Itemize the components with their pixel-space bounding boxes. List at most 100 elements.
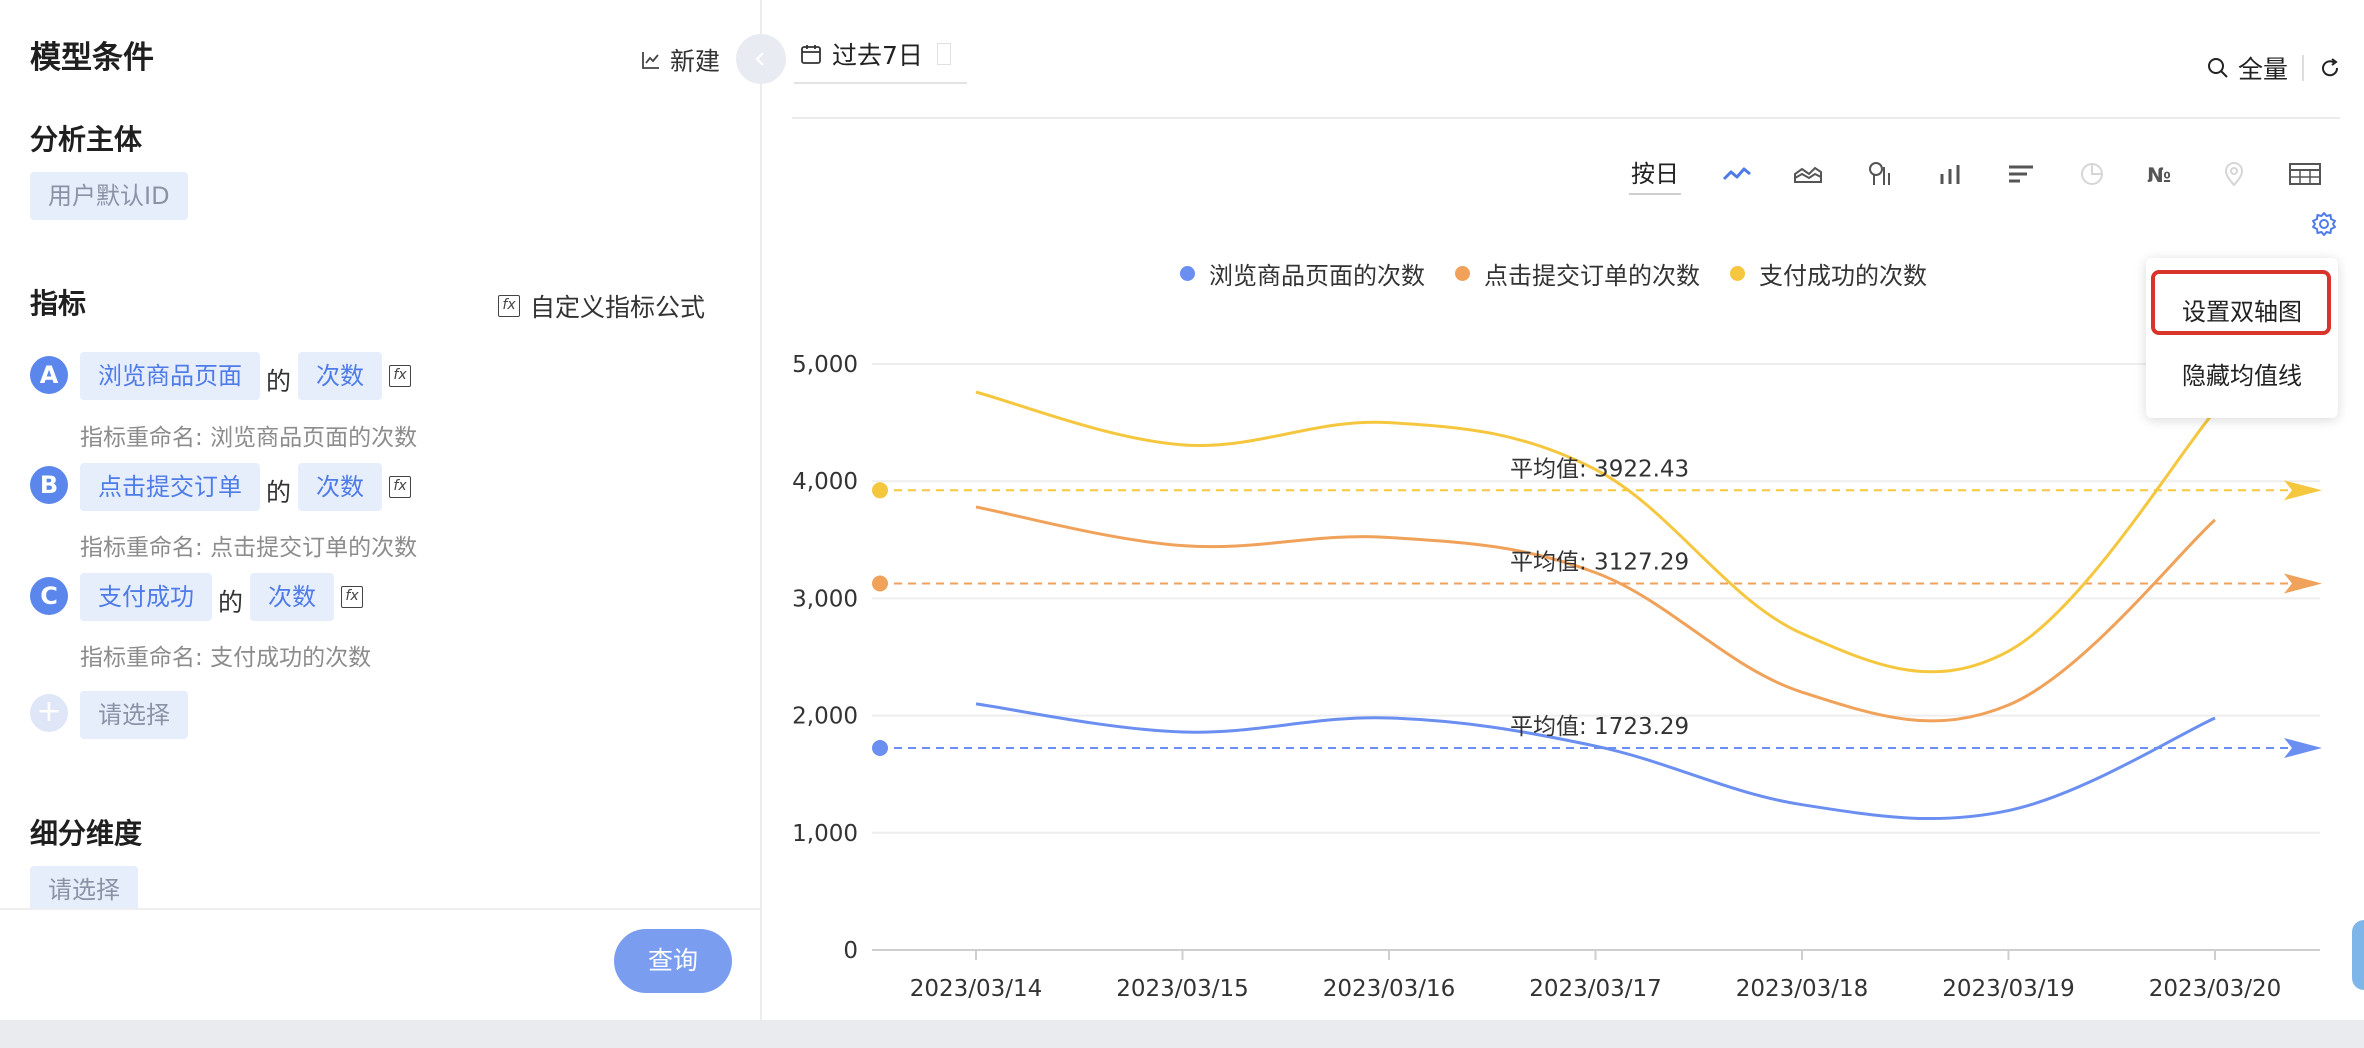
rename-label: 指标重命名: [80,645,203,671]
x-tick-label: 2023/03/17 [1529,976,1662,1002]
metric-connector: 的 [218,588,244,617]
subject-chip[interactable]: 用户默认ID [30,172,188,220]
average-start-dot [872,740,888,757]
new-button-label: 新建 [670,47,721,76]
line-chart: 0 1,000 2,000 3,000 4,000 5,000 2023/03/14 2023… [792,352,2322,1002]
panel-title: 模型条件 [30,40,154,76]
svg-text:№: № [2147,163,2171,186]
metric-measure-chip[interactable]: 次数 [250,573,334,621]
query-button[interactable]: 查询 [614,929,732,993]
rename-value: 浏览商品页面的次数 [210,425,418,451]
y-tick-label: 0 [843,938,858,964]
formula-icon: fx [498,295,520,317]
metric-connector: 的 [266,478,292,507]
map-icon [2224,162,2243,187]
metric-formula-icon[interactable]: fx [341,586,363,608]
metric-letter-b: B [30,466,68,504]
horizontal-bar-button[interactable] [1985,152,2056,196]
pie-chart-button[interactable] [2056,152,2127,196]
new-chart-icon [642,52,659,69]
funnel-chart-icon [1868,162,1890,185]
average-arrow [2284,738,2322,759]
legend-item[interactable]: 点击提交订单的次数 [1455,256,1700,291]
metric-event-chip[interactable]: 浏览商品页面 [80,352,260,400]
chevron-left-icon [755,52,764,66]
map-button[interactable] [2198,152,2269,196]
menu-item-hide-average[interactable]: 隐藏均值线 [2182,362,2302,390]
date-range-picker[interactable]: 过去7日 [794,34,967,84]
legend-dot [1455,266,1470,281]
divider [2302,55,2304,81]
bar-chart-button[interactable] [1914,152,1985,196]
metric-measure-chip[interactable]: 次数 [298,463,382,511]
bar-chart-icon [1940,165,1959,184]
y-tick-label: 4,000 [792,469,858,495]
metric-formula-icon[interactable]: fx [389,365,411,387]
metric-measure-chip[interactable]: 次数 [298,352,382,400]
horizontal-bar-icon [2008,165,2033,183]
y-tick-label: 3,000 [792,586,858,612]
number-button[interactable]: № [2127,152,2198,196]
legend-label: 浏览商品页面的次数 [1209,262,1425,290]
dimension-section-title: 细分维度 [30,817,143,850]
series-line [975,702,2216,821]
average-arrow [2284,573,2322,594]
x-tick-label: 2023/03/16 [1323,976,1456,1002]
model-conditions-panel: 模型条件 新建 分析主体 用户默认ID 指标 fx 自定义指标公式 A 浏览商品… [0,0,762,1048]
metric-rename: 指标重命名: 浏览商品页面的次数 [80,418,417,452]
line-chart-button[interactable] [1701,152,1772,196]
legend-item[interactable]: 浏览商品页面的次数 [1180,256,1425,291]
refresh-icon[interactable] [2318,56,2342,80]
y-tick-label: 2,000 [792,704,858,730]
metrics-section-title: 指标 [30,287,87,320]
rename-label: 指标重命名: [80,425,203,451]
header-divider [792,117,2340,119]
legend-item[interactable]: 支付成功的次数 [1730,256,1927,291]
average-label: 平均值: 3127.29 [1510,549,1689,575]
legend-label: 支付成功的次数 [1759,262,1927,290]
x-tick-label: 2023/03/19 [1942,976,2075,1002]
metric-event-chip[interactable]: 点击提交订单 [80,463,260,511]
scope-label: 全量 [2237,55,2288,84]
new-button[interactable]: 新建 [640,42,720,78]
chart-settings-button[interactable] [2310,210,2338,242]
search-icon [2207,58,2228,78]
average-start-dot [872,482,888,499]
custom-formula-label: 自定义指标公式 [530,293,706,322]
metric-formula-icon[interactable]: fx [389,476,411,498]
collapse-panel-button[interactable] [736,34,786,84]
compare-toggle[interactable] [936,43,951,65]
subject-section-title: 分析主体 [30,123,143,156]
metric-rename: 指标重命名: 点击提交订单的次数 [80,528,417,562]
x-tick-label: 2023/03/18 [1736,976,1869,1002]
chart-settings-menu: 设置双轴图 隐藏均值线 [2146,258,2338,418]
menu-item-dual-axis[interactable]: 设置双轴图 [2182,298,2302,326]
add-metric-select[interactable]: 请选择 [80,691,188,739]
average-arrow [2284,480,2322,501]
funnel-chart-button[interactable] [1843,152,1914,196]
add-metric-icon[interactable]: + [30,694,68,732]
rename-label: 指标重命名: [80,535,203,561]
calendar-icon [801,45,821,64]
metric-connector: 的 [266,367,292,396]
rename-value: 点击提交订单的次数 [210,535,418,561]
dimension-select[interactable]: 请选择 [30,866,138,914]
granularity-selector[interactable]: 按日 [1629,154,1681,195]
custom-formula-button[interactable]: fx 自定义指标公式 [498,288,705,324]
area-chart-button[interactable] [1772,152,1843,196]
scope-selector[interactable]: 全量 [2206,50,2288,86]
floating-help-tab[interactable] [2352,920,2364,990]
area-chart-icon [1793,166,1822,183]
rename-value: 支付成功的次数 [210,645,372,671]
average-start-dot [872,575,888,592]
metric-rename: 指标重命名: 支付成功的次数 [80,638,371,672]
chart-legend: 浏览商品页面的次数 点击提交订单的次数 支付成功的次数 [1180,256,1927,291]
highlight-box [2151,270,2331,335]
y-tick-label: 1,000 [792,821,858,847]
x-tick-label: 2023/03/15 [1116,976,1249,1002]
table-button[interactable] [2269,152,2340,196]
legend-label: 点击提交订单的次数 [1484,262,1700,290]
metric-letter-a: A [30,356,68,394]
metric-event-chip[interactable]: 支付成功 [80,573,212,621]
pie-chart-icon [2080,163,2103,185]
